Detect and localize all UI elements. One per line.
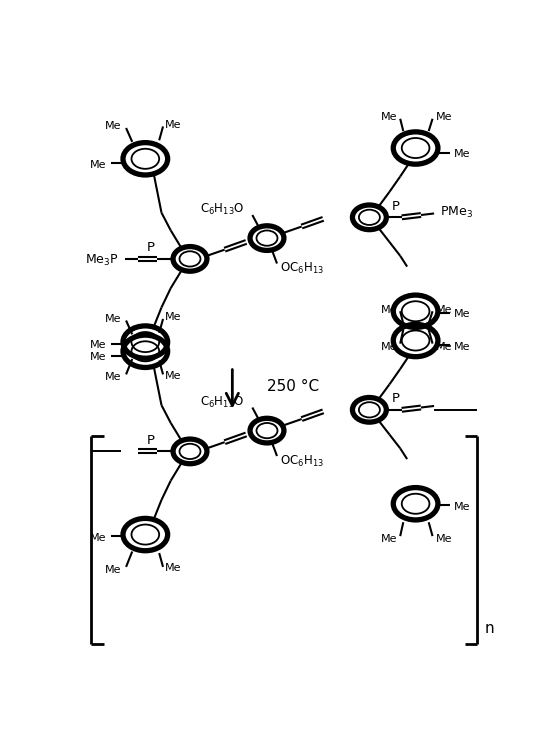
Text: Me: Me (165, 312, 181, 323)
Text: Me: Me (105, 565, 121, 575)
Text: n: n (484, 621, 494, 636)
Text: Me: Me (454, 502, 470, 512)
Text: Me: Me (381, 342, 397, 352)
Text: Me: Me (165, 120, 181, 130)
Text: Me: Me (165, 371, 181, 381)
Text: Me: Me (90, 340, 106, 350)
Text: Me: Me (381, 305, 397, 314)
Text: Me: Me (454, 150, 470, 159)
Text: P: P (392, 199, 399, 213)
Text: Me: Me (435, 112, 452, 122)
Text: Me: Me (435, 305, 452, 314)
Text: C$_6$H$_{13}$O: C$_6$H$_{13}$O (201, 202, 245, 217)
Text: Me: Me (105, 314, 121, 324)
Text: 250 °C: 250 °C (267, 379, 319, 394)
Text: OC$_6$H$_{13}$: OC$_6$H$_{13}$ (280, 454, 324, 469)
Text: Me: Me (90, 533, 106, 542)
Text: Me: Me (90, 353, 106, 362)
Text: OC$_6$H$_{13}$: OC$_6$H$_{13}$ (280, 262, 324, 276)
Text: P: P (147, 434, 155, 447)
Text: Me: Me (165, 564, 181, 573)
Text: Me: Me (105, 122, 121, 131)
Text: C$_6$H$_{13}$O: C$_6$H$_{13}$O (201, 394, 245, 410)
Text: Me$_3$P: Me$_3$P (85, 253, 119, 268)
Text: Me: Me (381, 534, 397, 544)
Text: Me: Me (90, 160, 106, 170)
Text: P: P (392, 392, 399, 405)
Text: Me: Me (435, 534, 452, 544)
Text: Me: Me (454, 342, 470, 352)
Text: Me: Me (381, 112, 397, 122)
Text: Me: Me (435, 342, 452, 352)
Text: Me: Me (105, 372, 121, 383)
Text: Me: Me (454, 309, 470, 320)
Text: P: P (147, 241, 155, 254)
Text: PMe$_3$: PMe$_3$ (440, 205, 473, 220)
